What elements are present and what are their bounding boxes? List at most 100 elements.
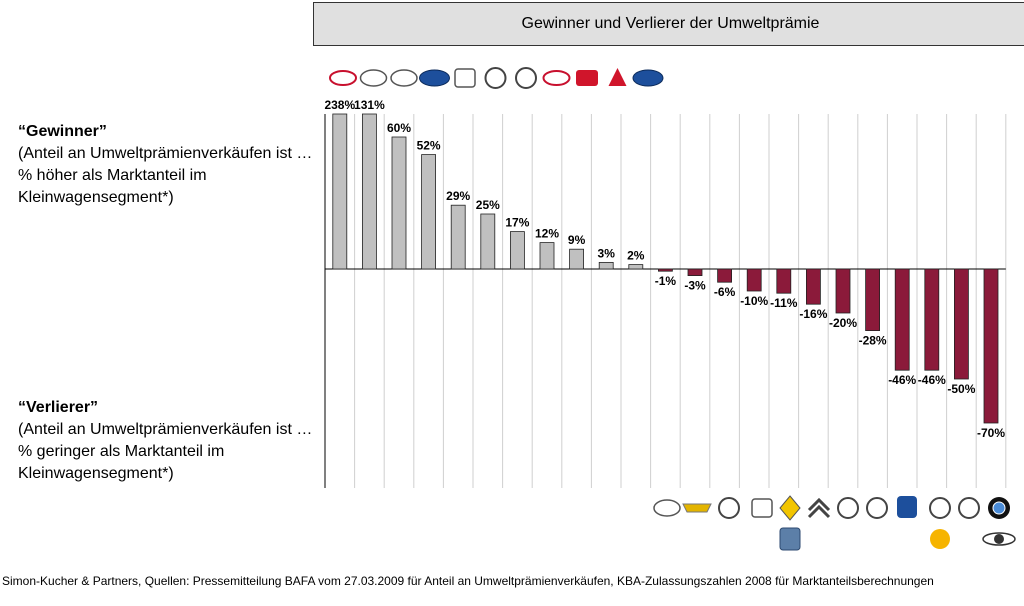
logo-skoda-icon [837,497,859,519]
logo-dacia-icon [779,527,801,551]
bar-18 [865,268,880,331]
logo-shape [454,68,476,88]
logo-renault-icon [779,495,801,521]
bar-21 [954,268,969,380]
data-label-16: -16% [799,307,827,321]
logo-mazda-icon [390,69,418,87]
data-label-9: 3% [598,246,616,260]
winners-label: “Gewinner” (Anteil an Umweltprämienverkä… [18,121,318,209]
brand-logos [329,67,1016,551]
logo-shape [515,67,537,89]
bar-7 [539,242,555,270]
bar-4 [450,204,466,270]
logo-toyota-icon [653,499,681,517]
logo-shape [897,496,917,518]
logo-opel-icon [718,497,740,519]
bar-3 [421,154,437,270]
logo-suzuki-icon [751,498,773,518]
data-label-2: 60% [387,121,411,135]
data-label-8: 9% [568,233,586,247]
data-label-20: -46% [918,373,946,387]
data-label-17: -20% [829,316,857,330]
bar-22 [983,268,999,424]
logo-shape [329,70,357,86]
bar-19 [894,268,910,371]
bar-14 [746,268,762,292]
logo-mini-icon [982,532,1016,546]
logo-vw-icon [484,67,507,89]
data-label-18: -28% [859,334,887,348]
logo-shape [718,497,740,519]
logo-chevrolet-icon [682,503,712,513]
data-label-7: 12% [535,227,559,241]
logo-fiat-icon [866,497,888,519]
logo-shape [837,497,859,519]
data-label-0: 238% [324,98,355,112]
logo-mercedes-icon [929,497,951,519]
logo-shape [542,70,571,86]
logo-mitsubishi-icon [608,68,627,86]
logo-shape [779,527,801,551]
bar-16 [806,268,821,305]
logo-shape [992,501,1006,515]
winners-heading: “Gewinner” [18,123,107,140]
logo-shape [608,68,627,86]
data-label-22: -70% [977,426,1005,440]
logo-bmw-icon [988,497,1010,519]
bar-20 [924,268,940,371]
data-label-15: -11% [770,296,798,310]
data-label-6: 17% [505,216,529,230]
logo-shape [653,499,681,517]
logo-subaru-icon [419,69,450,87]
logo-smart-icon [930,529,950,549]
logo-shape [779,495,801,521]
logo-hyundai-icon [359,69,388,87]
logo-shape [866,497,888,519]
data-label-3: 52% [417,139,441,153]
logo-daihatsu-icon [576,70,598,86]
logo-shape [958,497,980,519]
bar-5 [480,213,496,270]
logo-shape [419,69,450,87]
logo-shape [484,67,507,89]
data-label-13: -6% [714,285,736,299]
logo-shape [390,69,418,87]
logo-lancia-icon [958,497,980,519]
logo-shape [807,504,831,519]
bar-17 [835,268,851,314]
logo-shape [751,498,773,518]
data-label-12: -3% [684,279,706,293]
bar-10 [628,264,644,270]
bar-12 [687,268,703,276]
logo-honda-icon [454,68,476,88]
logo-shape [632,69,664,87]
bar-6 [509,231,525,270]
logo-shape [359,69,388,87]
winners-description: (Anteil an Umweltprämienverkäufen ist …%… [18,145,313,206]
losers-description: (Anteil an Umweltprämienverkäufen ist …%… [18,421,313,482]
bar-13 [717,268,732,283]
chart-title: Gewinner und Verlierer der Umweltprämie [313,2,1024,46]
data-label-4: 29% [446,189,470,203]
bar-2 [391,136,407,270]
logo-peugeot-icon [897,496,917,518]
bar-0 [332,113,348,270]
losers-heading: “Verlierer” [18,399,99,416]
bar-9 [598,261,614,270]
logo-shape [930,529,950,549]
data-label-5: 25% [476,198,500,212]
source-footnote: Simon-Kucher & Partners, Quellen: Presse… [2,574,934,588]
logo-kia-icon [329,70,357,86]
data-label-19: -46% [888,373,916,387]
data-label-11: -1% [655,274,677,288]
chart-bars: 238%131%60% 52% 29% 25% 17% 12% 9% 3% 2% -1% -3% -6… [324,98,1005,440]
logo-shape [994,534,1004,544]
data-label-1: 131% [354,98,385,112]
data-label-21: -50% [947,382,975,396]
logo-suzuki-icon [542,70,571,86]
logo-nissan-icon [515,67,537,89]
logo-shape [576,70,598,86]
logo-ford-icon [632,69,664,87]
logo-shape [807,497,831,512]
